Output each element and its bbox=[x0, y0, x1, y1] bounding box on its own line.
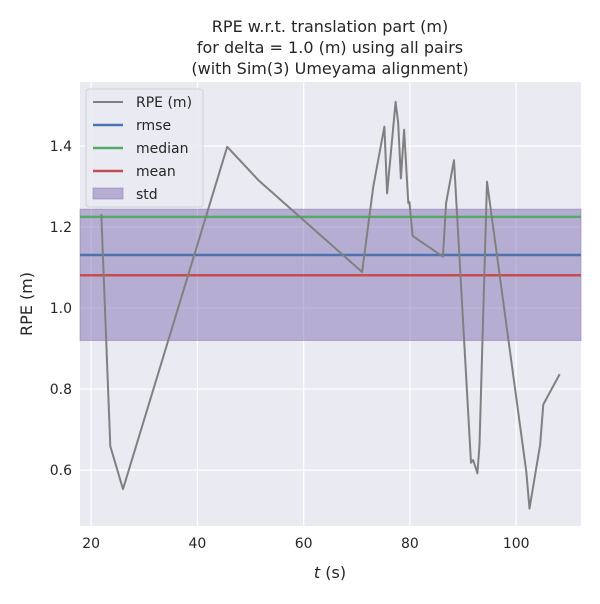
chart-title-line-3: (with Sim(3) Umeyama alignment) bbox=[191, 59, 468, 78]
y-tick-label: 1.4 bbox=[50, 139, 72, 155]
y-tick-label: 0.8 bbox=[50, 382, 72, 398]
y-tick-label: 1.0 bbox=[50, 301, 72, 317]
series-group bbox=[100, 100, 561, 510]
x-axis-label-unit: (s) bbox=[320, 563, 346, 582]
y-tick-label: 1.2 bbox=[50, 220, 72, 236]
legend-label: RPE (m) bbox=[136, 95, 192, 111]
legend-label: std bbox=[136, 187, 158, 203]
x-axis-label: t (s) bbox=[314, 563, 346, 582]
y-tick-label: 0.6 bbox=[50, 463, 72, 479]
legend-label: rmse bbox=[136, 118, 171, 134]
legend-swatch-std bbox=[92, 187, 124, 200]
x-tick-label: 80 bbox=[401, 536, 419, 552]
legend-label: mean bbox=[136, 164, 176, 180]
x-tick-label: 100 bbox=[503, 536, 530, 552]
x-tick-label: 60 bbox=[295, 536, 313, 552]
x-tick-label: 40 bbox=[188, 536, 206, 552]
chart-title-line-2: for delta = 1.0 (m) using all pairs bbox=[197, 38, 463, 57]
legend: RPE (m) rmse median mean std bbox=[85, 88, 204, 208]
legend-label: median bbox=[136, 141, 188, 157]
x-axis-label-var: t bbox=[314, 563, 321, 582]
y-axis-label: RPE (m) bbox=[17, 272, 36, 336]
x-tick-label: 20 bbox=[82, 536, 100, 552]
tick-labels: 20 40 60 80 100 0.6 0.8 1.0 1.2 1.4 bbox=[50, 139, 530, 552]
rpe-series-line bbox=[100, 100, 561, 510]
legend-box bbox=[85, 88, 204, 208]
chart-title-line-1: RPE w.r.t. translation part (m) bbox=[212, 17, 448, 36]
